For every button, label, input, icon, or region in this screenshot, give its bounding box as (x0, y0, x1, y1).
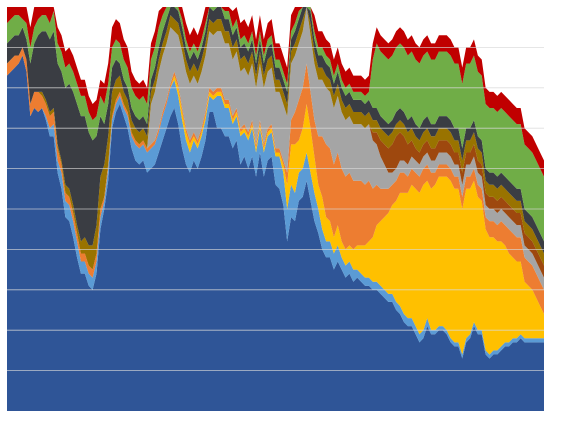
area-series-10 (7, 7, 544, 177)
area-series-9 (7, 7, 544, 242)
area-series-4 (7, 47, 544, 315)
gridlines (7, 47, 544, 372)
area-series-5 (7, 7, 544, 290)
area-series-3 (7, 55, 544, 355)
area-series-7 (7, 7, 544, 270)
area-series-1 (7, 55, 544, 411)
area-series-8 (7, 7, 544, 254)
area-series-group (7, 7, 544, 411)
